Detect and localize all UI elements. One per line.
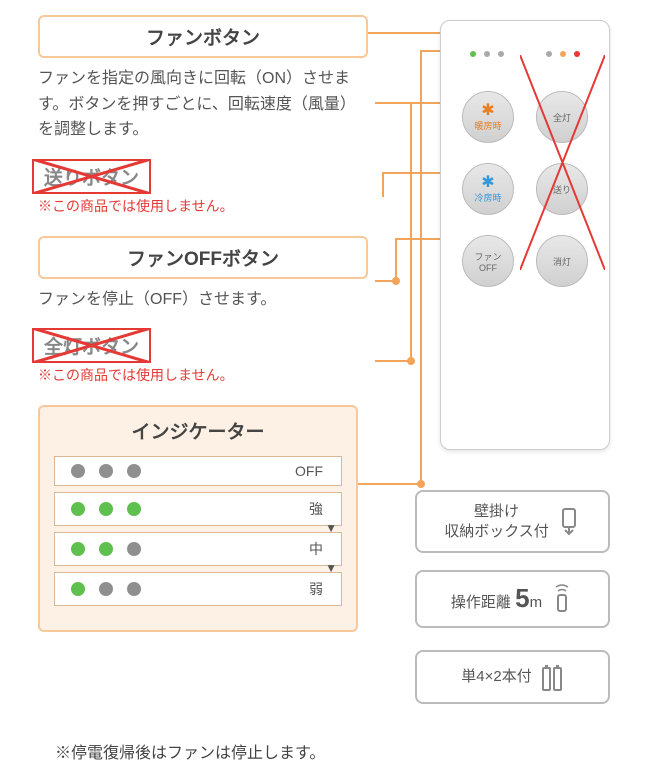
send-button-title: 送りボタン [38, 163, 145, 190]
indicator-dot [71, 502, 85, 516]
indicator-dot [127, 542, 141, 556]
footer-note: ※停電復帰後はファンは停止します。 [55, 739, 325, 763]
badge-battery-text: 単4×2本付 [461, 667, 531, 687]
remote: ✱暖房時全灯 ✱冷房時送りファンOFF 消灯 [440, 20, 610, 450]
indicator-card: インジケーター OFF強▼中▼弱 [38, 405, 358, 632]
badge-wall-text: 壁掛け 収納ボックス付 [444, 502, 549, 541]
badge-wall-mount: 壁掛け 収納ボックス付 [415, 490, 610, 553]
indicator-label: 中 [309, 539, 331, 559]
remote-button[interactable]: 全灯 [536, 91, 588, 143]
indicator-dot [99, 582, 113, 596]
cross-out-icon [32, 328, 151, 363]
indicator-dot [71, 542, 85, 556]
remote-button[interactable]: 消灯 [536, 235, 588, 287]
indicator-dot [99, 502, 113, 516]
led-orange [560, 51, 566, 57]
indicator-row: OFF [54, 456, 342, 486]
fan-off-title: ファンOFFボタン [38, 236, 368, 279]
badge-range-value: 5 [515, 583, 529, 613]
indicator-row: 強▼ [54, 492, 342, 526]
remote-button[interactable]: ✱暖房時 [462, 91, 514, 143]
fan-off-section: ファンOFFボタン ファンを停止（OFF）させます。 [38, 236, 368, 313]
indicator-dot [99, 542, 113, 556]
remote-signal-icon [550, 583, 574, 615]
wall-mount-icon [557, 507, 581, 537]
badge-range-prefix: 操作距離 [451, 594, 511, 611]
badge-battery: 単4×2本付 [415, 650, 610, 704]
indicator-label: 強 [309, 499, 331, 519]
send-button-section: 送りボタン ※この商品では使用しません。 [38, 163, 368, 216]
send-button-note: ※この商品では使用しません。 [38, 196, 368, 216]
callout-line [382, 172, 384, 197]
callout-line [375, 360, 410, 362]
indicator-row: 弱 [54, 572, 342, 606]
battery-icon [540, 662, 564, 692]
indicator-rows: OFF強▼中▼弱 [54, 456, 342, 606]
fan-button-title: ファンボタン [38, 15, 368, 58]
callout-line [375, 280, 395, 282]
callout-line [358, 483, 420, 485]
led-row [441, 51, 609, 57]
cross-out-icon [32, 159, 151, 194]
indicator-dot [127, 464, 141, 478]
remote-button[interactable]: 送り [536, 163, 588, 215]
fan-button-section: ファンボタン ファンを指定の風向きに回転（ON）させます。ボタンを押すごとに、回… [38, 15, 368, 143]
badge-range-text: 操作距離 5m [451, 582, 542, 616]
indicator-dot [99, 464, 113, 478]
led-group-left [470, 51, 504, 57]
badge-range-unit: m [530, 594, 543, 611]
callout-line [395, 238, 397, 280]
indicator-title: インジケーター [54, 417, 342, 444]
led-green [470, 51, 476, 57]
all-on-section: 全灯ボタン ※この商品では使用しません。 [38, 332, 368, 385]
callout-line [410, 102, 412, 360]
remote-button[interactable]: ✱冷房時 [462, 163, 514, 215]
all-on-note: ※この商品では使用しません。 [38, 365, 368, 385]
badge-wall-line2: 収納ボックス付 [444, 523, 549, 540]
arrow-down-icon: ▼ [325, 561, 337, 575]
fan-button-desc: ファンを指定の風向きに回転（ON）させます。ボタンを押すごとに、回転速度（風量）… [38, 66, 368, 143]
badge-wall-line1: 壁掛け [474, 503, 519, 520]
led-red [574, 51, 580, 57]
indicator-dot [127, 502, 141, 516]
led-gray [546, 51, 552, 57]
led-group-right [546, 51, 580, 57]
indicator-label: 弱 [309, 579, 331, 599]
indicator-row: 中▼ [54, 532, 342, 566]
fan-off-desc: ファンを停止（OFF）させます。 [38, 287, 368, 313]
led-gray [498, 51, 504, 57]
left-column: ファンボタン ファンを指定の風向きに回転（ON）させます。ボタンを押すごとに、回… [38, 15, 368, 632]
badge-range: 操作距離 5m [415, 570, 610, 628]
remote-button[interactable]: ファンOFF [462, 235, 514, 287]
led-gray [484, 51, 490, 57]
all-on-title: 全灯ボタン [38, 332, 145, 359]
arrow-down-icon: ▼ [325, 521, 337, 535]
indicator-dot [71, 582, 85, 596]
indicator-label: OFF [295, 463, 331, 479]
button-grid: ✱暖房時全灯 ✱冷房時送りファンOFF 消灯 [441, 91, 609, 287]
indicator-dot [127, 582, 141, 596]
indicator-dot [71, 464, 85, 478]
callout-line [420, 50, 422, 483]
